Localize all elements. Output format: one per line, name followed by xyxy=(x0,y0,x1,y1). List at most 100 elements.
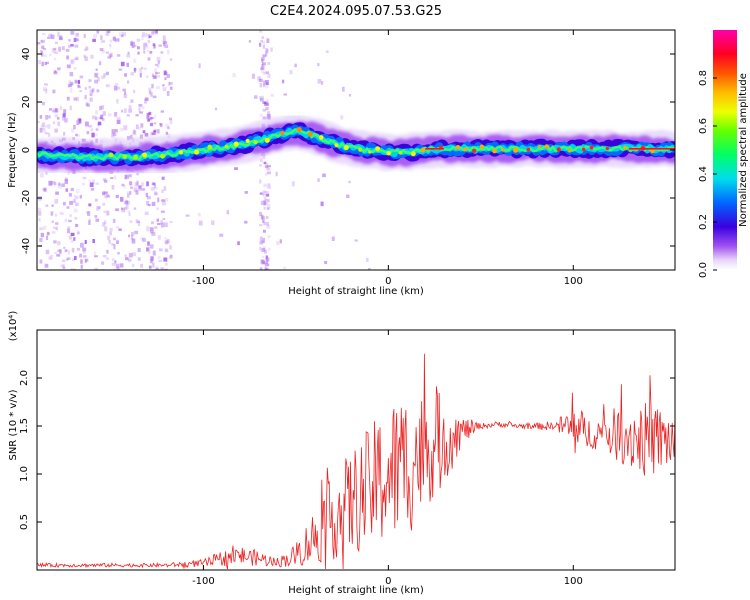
noise-speck xyxy=(68,193,72,197)
noise-speck xyxy=(261,237,266,243)
noise-speck xyxy=(165,262,168,266)
spectrogram-x-label: Height of straight line (km) xyxy=(288,286,424,297)
noise-speck xyxy=(126,200,131,205)
noise-speck xyxy=(88,203,92,207)
noise-speck xyxy=(73,97,77,101)
noise-speck xyxy=(135,114,139,117)
noise-speck xyxy=(169,58,173,61)
noise-speck xyxy=(261,63,264,69)
noise-speck xyxy=(148,265,152,269)
noise-speck xyxy=(120,109,124,113)
noise-speck xyxy=(68,235,73,240)
noise-speck xyxy=(76,120,80,126)
noise-speck xyxy=(149,122,154,127)
noise-speck xyxy=(128,108,133,113)
noise-speck xyxy=(262,40,265,44)
noise-speck xyxy=(87,211,91,216)
noise-speck xyxy=(275,171,278,177)
noise-speck xyxy=(137,46,140,50)
noise-speck xyxy=(151,257,154,262)
noise-speck xyxy=(141,188,146,191)
noise-speck xyxy=(160,267,164,270)
noise-speck xyxy=(68,39,71,42)
noise-speck xyxy=(263,199,267,205)
noise-speck xyxy=(102,111,106,116)
noise-speck xyxy=(159,248,163,252)
noise-speck xyxy=(136,38,141,42)
noise-speck xyxy=(141,182,145,187)
noise-speck xyxy=(80,264,83,269)
noise-speck xyxy=(126,62,130,67)
noise-speck xyxy=(40,232,45,238)
noise-speck xyxy=(259,267,263,270)
noise-speck xyxy=(57,31,60,37)
noise-speck xyxy=(84,56,88,61)
noise-speck xyxy=(150,187,155,191)
noise-speck xyxy=(264,162,269,168)
noise-speck xyxy=(259,241,264,245)
noise-speck xyxy=(62,113,66,118)
noise-speck xyxy=(95,68,98,71)
spectral-peak xyxy=(386,150,391,156)
noise-speck xyxy=(115,129,118,133)
noise-speck xyxy=(267,115,271,120)
noise-speck xyxy=(185,214,190,217)
noise-speck xyxy=(54,198,59,204)
noise-speck xyxy=(262,62,266,66)
noise-speck xyxy=(133,89,136,94)
noise-speck xyxy=(48,108,53,111)
noise-speck xyxy=(124,254,127,257)
noise-speck xyxy=(43,47,47,51)
noise-speck xyxy=(348,180,351,184)
noise-speck xyxy=(263,222,267,226)
noise-speck xyxy=(91,132,95,138)
noise-speck xyxy=(86,131,90,135)
noise-speck xyxy=(61,183,65,187)
spectral-peak xyxy=(479,144,485,149)
noise-speck xyxy=(73,255,77,261)
noise-speck xyxy=(53,48,57,51)
noise-speck xyxy=(90,54,94,59)
noise-speck xyxy=(116,240,119,245)
noise-speck xyxy=(106,194,109,198)
noise-speck xyxy=(151,132,156,135)
noise-speck xyxy=(151,182,156,186)
noise-speck xyxy=(38,218,41,222)
noise-speck xyxy=(125,204,129,210)
noise-speck xyxy=(115,225,119,229)
noise-speck xyxy=(62,266,66,269)
noise-speck xyxy=(120,61,125,67)
noise-speck xyxy=(43,54,47,57)
noise-speck xyxy=(93,251,97,256)
noise-speck xyxy=(118,228,122,232)
noise-speck xyxy=(163,257,168,262)
noise-speck xyxy=(100,114,104,120)
noise-speck xyxy=(45,204,49,207)
noise-speck xyxy=(137,221,141,227)
noise-speck xyxy=(97,121,102,126)
noise-speck xyxy=(47,124,51,129)
noise-speck xyxy=(161,200,166,206)
noise-speck xyxy=(149,90,153,93)
noise-speck xyxy=(74,217,78,220)
noise-speck xyxy=(45,61,50,65)
noise-speck xyxy=(265,83,269,89)
noise-speck xyxy=(281,79,285,84)
y-tick-label: -20 xyxy=(21,190,32,206)
noise-speck xyxy=(102,222,106,227)
noise-speck xyxy=(118,228,122,231)
noise-speck xyxy=(261,59,264,63)
noise-speck xyxy=(106,193,109,197)
spectral-peak xyxy=(438,145,443,149)
noise-speck xyxy=(155,71,158,75)
noise-speck xyxy=(96,206,100,211)
noise-speck xyxy=(156,75,161,78)
noise-speck xyxy=(84,240,87,244)
colorbar-tick-label: 0.4 xyxy=(698,166,709,182)
noise-speck xyxy=(260,214,264,220)
y-tick-label: 0 xyxy=(21,147,32,153)
x-tick-label: 0 xyxy=(385,576,391,587)
noise-speck xyxy=(74,57,79,60)
noise-speck xyxy=(102,202,106,206)
noise-speck xyxy=(131,42,136,45)
